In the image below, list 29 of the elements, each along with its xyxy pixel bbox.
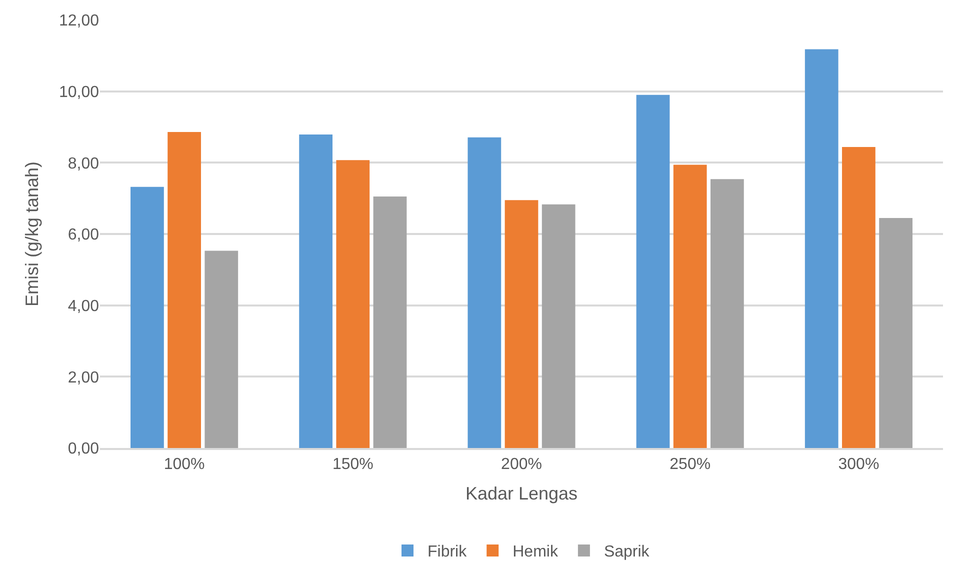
bar	[168, 132, 201, 448]
y-tick-label: 4,00	[68, 298, 100, 315]
bar	[373, 196, 407, 448]
bar	[542, 204, 576, 448]
y-tick-label: 6,00	[68, 226, 100, 244]
y-tick-label: 0,00	[68, 440, 100, 458]
y-axis-title: Emisi (g/kg tanah)	[22, 161, 42, 307]
bar	[468, 137, 502, 448]
bar	[710, 179, 744, 448]
bar	[504, 200, 538, 448]
y-tick-label: 2,00	[68, 369, 100, 386]
x-axis-title: Kadar Lengas	[465, 484, 578, 504]
bar	[336, 160, 370, 448]
y-tick-label: 8,00	[68, 155, 100, 172]
x-tick-label: 200%	[501, 456, 542, 473]
bar	[636, 94, 670, 448]
x-tick-label: 150%	[332, 456, 374, 473]
x-tick-label: 300%	[838, 456, 880, 473]
bar	[804, 49, 838, 448]
x-tick-label: 100%	[164, 456, 205, 473]
bar	[842, 146, 876, 448]
x-tick-label: 250%	[670, 456, 711, 473]
bar	[130, 186, 164, 448]
y-tick-label: 12,00	[58, 12, 100, 30]
bar	[673, 164, 707, 448]
bar	[299, 134, 332, 448]
bar	[204, 250, 238, 448]
y-tick-label: 10,00	[58, 84, 100, 101]
bar	[879, 218, 912, 448]
